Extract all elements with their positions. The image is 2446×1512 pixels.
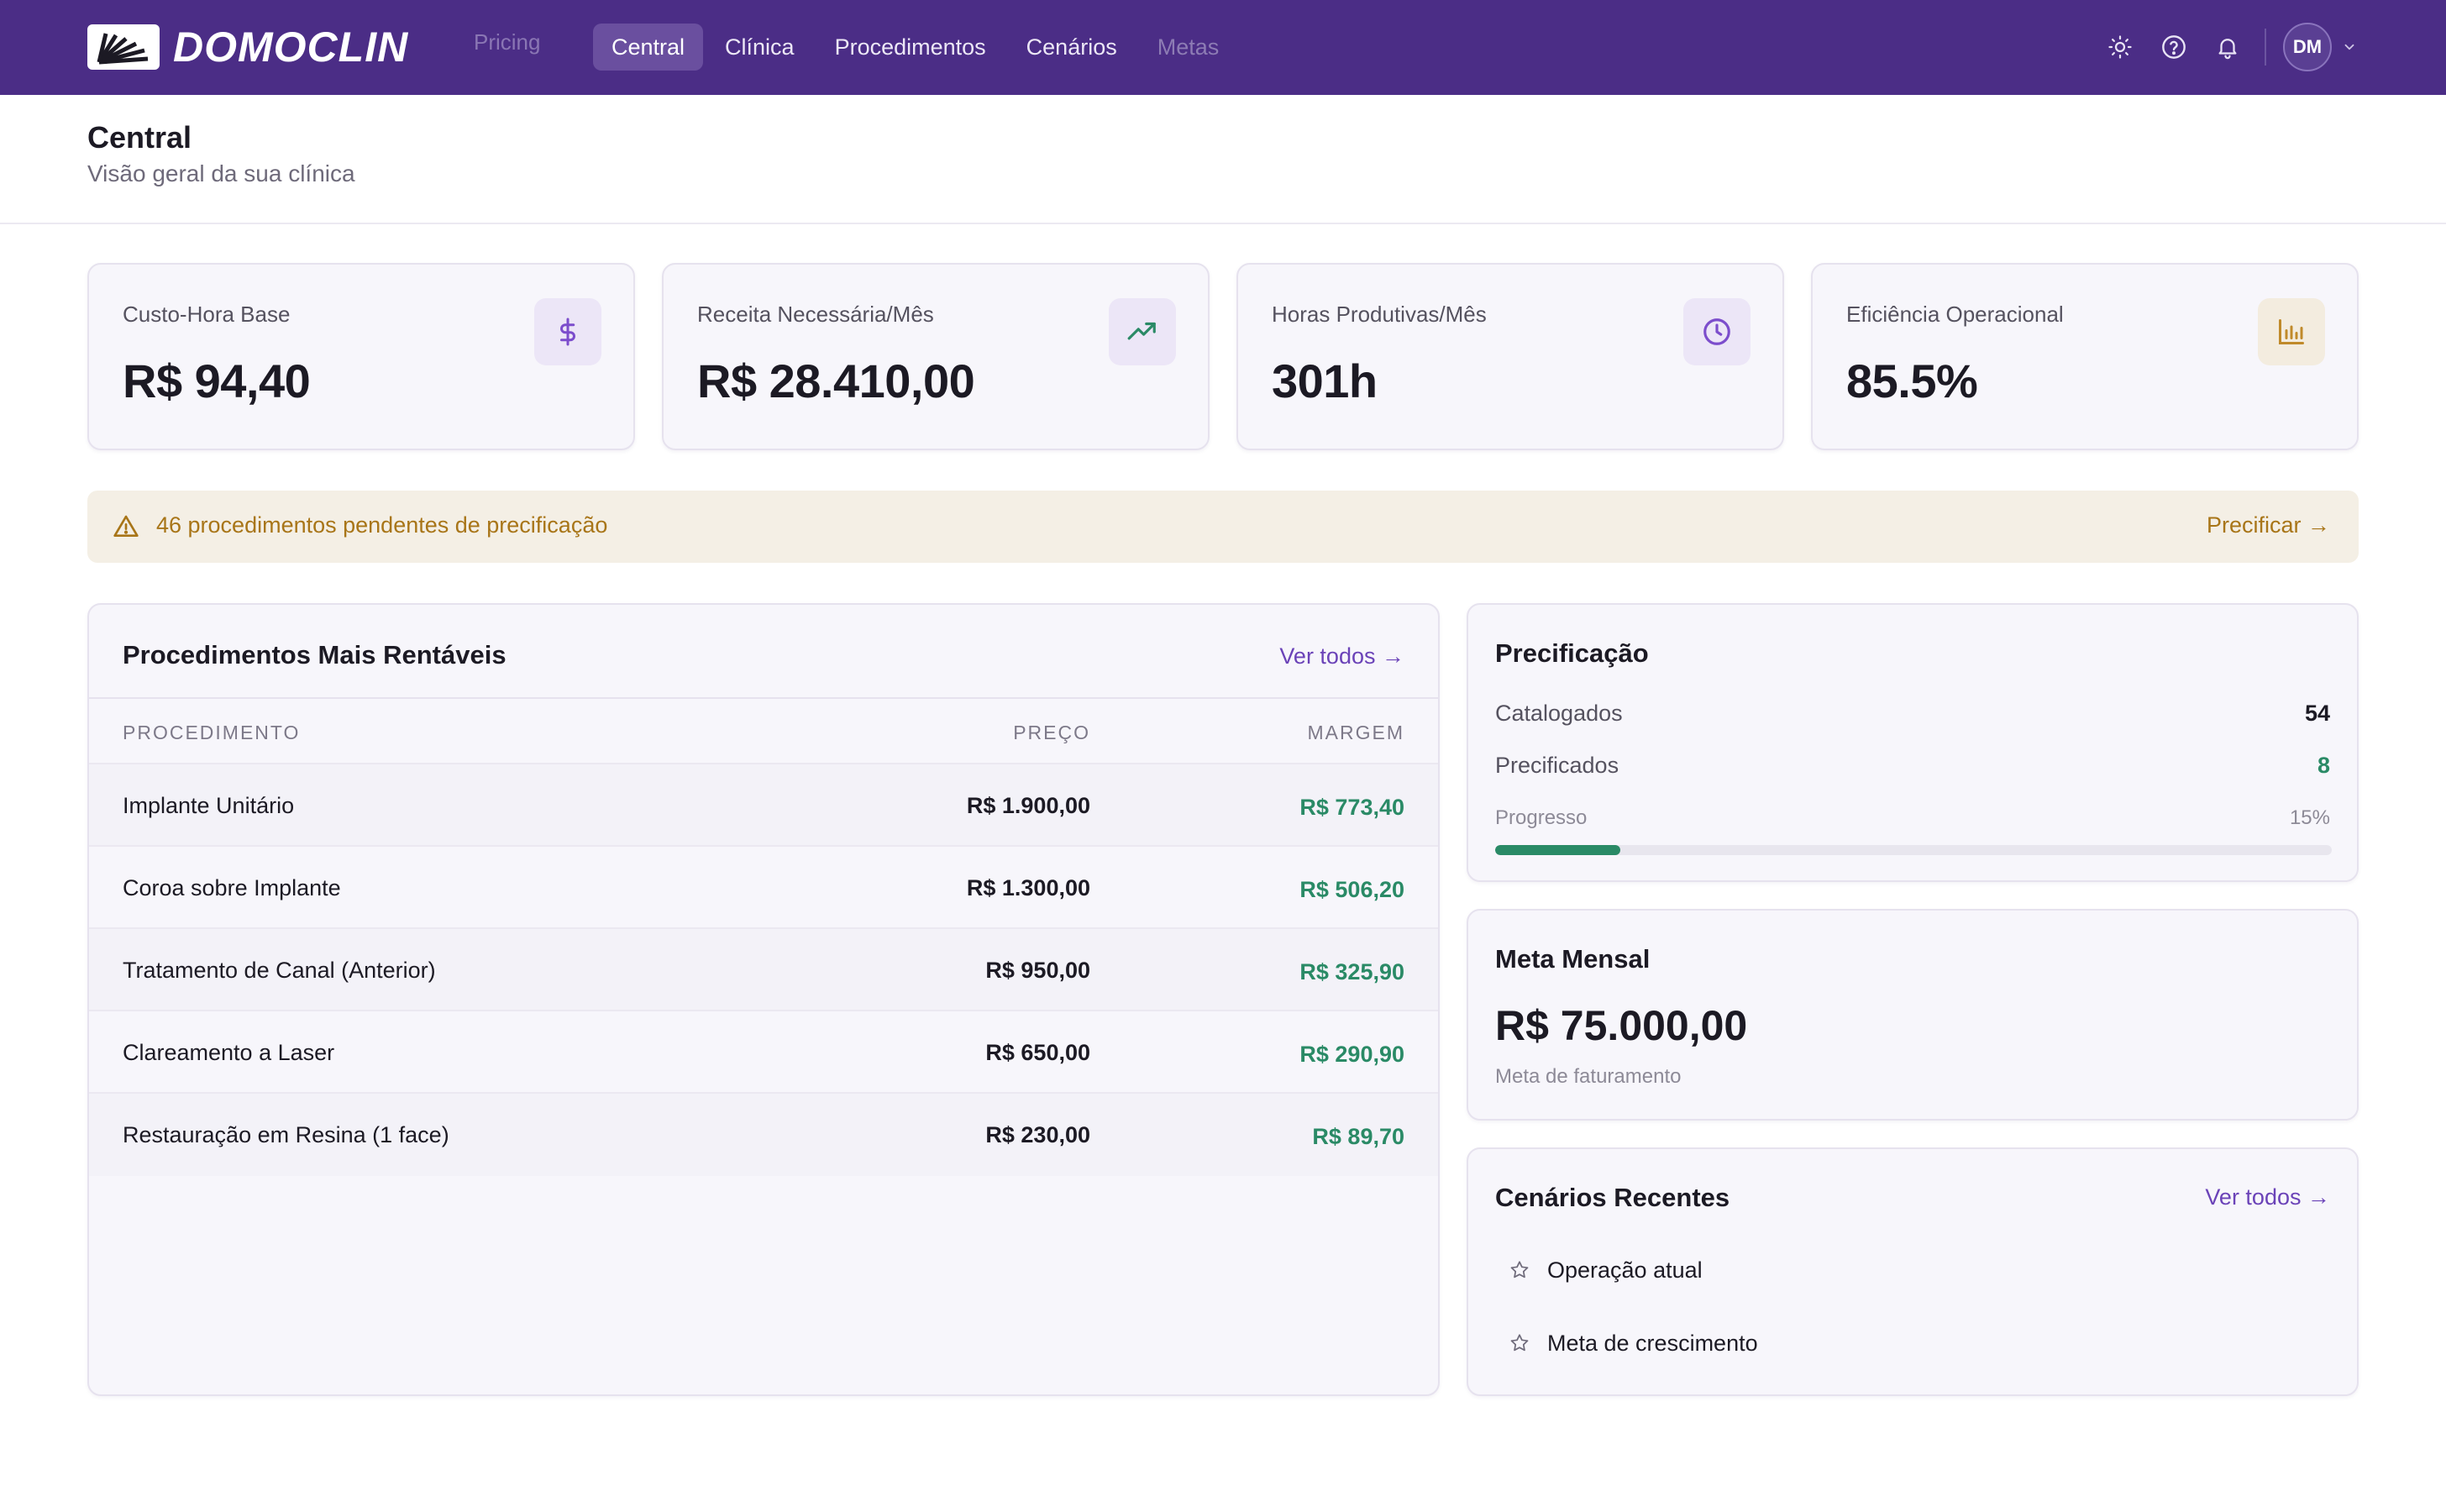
bar-chart-icon bbox=[2258, 298, 2325, 365]
procedure-name: Coroa sobre Implante bbox=[123, 875, 341, 901]
view-all-scenarios-link[interactable]: Ver todos → bbox=[2205, 1184, 2330, 1210]
stat-card-receita: Receita Necessária/Mês R$ 28.410,00 bbox=[662, 263, 1210, 450]
goal-subtitle: Meta de faturamento bbox=[1495, 1065, 1681, 1089]
stat-card-eficiencia: Eficiência Operacional 85.5% bbox=[1811, 263, 2359, 450]
table-row[interactable]: Clareamento a Laser R$ 650,00 R$ 290,90 bbox=[89, 1011, 1438, 1094]
procedure-price: R$ 950,00 bbox=[985, 958, 1090, 984]
recent-scenarios-card: Cenários Recentes Ver todos → Operação a… bbox=[1467, 1147, 2359, 1396]
procedure-price: R$ 1.900,00 bbox=[967, 793, 1090, 819]
product-name: Pricing bbox=[474, 29, 540, 55]
scenario-item[interactable]: Meta de crescimento bbox=[1507, 1326, 1758, 1360]
view-all-procedures-link[interactable]: Ver todos → bbox=[1279, 643, 1404, 669]
page-subtitle: Visão geral da sua clínica bbox=[87, 160, 355, 187]
warning-icon bbox=[113, 513, 139, 540]
priced-label: Precificados bbox=[1495, 753, 1619, 779]
stat-label: Horas Produtivas/Mês bbox=[1272, 302, 1487, 328]
nav-tab-metas[interactable]: Metas bbox=[1139, 24, 1238, 71]
progress-bar-fill bbox=[1495, 845, 1620, 855]
nav-tab-procedimentos[interactable]: Procedimentos bbox=[816, 24, 1005, 71]
procedure-margin: R$ 506,20 bbox=[1299, 877, 1404, 903]
trending-up-icon bbox=[1109, 298, 1176, 365]
table-header: PROCEDIMENTO PREÇO MARGEM bbox=[89, 697, 1438, 764]
card-title: Cenários Recentes bbox=[1495, 1183, 1730, 1213]
procedure-margin: R$ 290,90 bbox=[1299, 1042, 1404, 1068]
procedure-price: R$ 230,00 bbox=[985, 1122, 1090, 1148]
stat-label: Custo-Hora Base bbox=[123, 302, 290, 328]
app-name: DOMOCLIN bbox=[173, 24, 408, 71]
procedure-name: Tratamento de Canal (Anterior) bbox=[123, 958, 436, 984]
scenario-item[interactable]: Operação atual bbox=[1507, 1253, 1703, 1287]
page-title: Central bbox=[87, 120, 192, 155]
card-title: Procedimentos Mais Rentáveis bbox=[123, 640, 507, 670]
monthly-goal-card: Meta Mensal R$ 75.000,00 Meta de faturam… bbox=[1467, 909, 2359, 1121]
table-row[interactable]: Coroa sobre Implante R$ 1.300,00 R$ 506,… bbox=[89, 847, 1438, 929]
stat-label: Eficiência Operacional bbox=[1846, 302, 2064, 328]
goal-value: R$ 75.000,00 bbox=[1495, 1001, 1747, 1050]
app-logo[interactable]: DOMOCLIN bbox=[87, 24, 408, 71]
stat-value: 85.5% bbox=[1846, 354, 1977, 408]
table-row[interactable]: Tratamento de Canal (Anterior) R$ 950,00… bbox=[89, 929, 1438, 1011]
stat-card-horas: Horas Produtivas/Mês 301h bbox=[1236, 263, 1784, 450]
stat-value: R$ 28.410,00 bbox=[697, 354, 974, 408]
top-actions: DM bbox=[2085, 24, 2359, 71]
card-title: Meta Mensal bbox=[1495, 944, 1650, 974]
procedure-name: Clareamento a Laser bbox=[123, 1040, 334, 1066]
bell-icon[interactable] bbox=[2209, 29, 2246, 66]
stat-label: Receita Necessária/Mês bbox=[697, 302, 934, 328]
nav-tab-central[interactable]: Central bbox=[593, 24, 703, 71]
procedure-name: Implante Unitário bbox=[123, 793, 294, 819]
table-row[interactable]: Restauração em Resina (1 face) R$ 230,00… bbox=[89, 1094, 1438, 1176]
chevron-down-icon[interactable] bbox=[2340, 38, 2359, 56]
procedure-name: Restauração em Resina (1 face) bbox=[123, 1122, 449, 1148]
top-procedures-card: Procedimentos Mais Rentáveis Ver todos →… bbox=[87, 603, 1440, 1396]
priced-value: 8 bbox=[2317, 753, 2330, 779]
pending-pricing-alert: 46 procedimentos pendentes de precificaç… bbox=[87, 491, 2359, 563]
main-nav: Central Clínica Procedimentos Cenários M… bbox=[593, 24, 1241, 71]
column-header-margem: MARGEM bbox=[1308, 722, 1405, 744]
column-header-procedimento: PROCEDIMENTO bbox=[123, 722, 300, 744]
top-navigation-bar: DOMOCLIN Pricing Central Clínica Procedi… bbox=[0, 0, 2446, 95]
nav-tab-cenarios[interactable]: Cenários bbox=[1008, 24, 1136, 71]
procedure-price: R$ 1.300,00 bbox=[967, 875, 1090, 901]
card-title: Precificação bbox=[1495, 638, 1649, 669]
clock-icon bbox=[1683, 298, 1751, 365]
procedure-margin: R$ 325,90 bbox=[1299, 959, 1404, 985]
procedure-margin: R$ 773,40 bbox=[1299, 795, 1404, 821]
column-header-preco: PREÇO bbox=[1013, 722, 1090, 744]
scenario-name: Meta de crescimento bbox=[1547, 1331, 1758, 1357]
user-avatar[interactable]: DM bbox=[2283, 23, 2332, 71]
stat-card-custo-hora: Custo-Hora Base R$ 94,40 bbox=[87, 263, 635, 450]
alert-message: 46 procedimentos pendentes de precificaç… bbox=[156, 512, 607, 538]
procedure-price: R$ 650,00 bbox=[985, 1040, 1090, 1066]
logo-mark-icon bbox=[87, 24, 160, 70]
progress-bar bbox=[1495, 845, 2332, 855]
stat-value: 301h bbox=[1272, 354, 1378, 408]
catalogued-value: 54 bbox=[2305, 701, 2330, 727]
help-circle-icon[interactable] bbox=[2155, 29, 2192, 66]
catalogued-label: Catalogados bbox=[1495, 701, 1623, 727]
star-icon[interactable] bbox=[1507, 1257, 1532, 1283]
nav-tab-clinica[interactable]: Clínica bbox=[706, 24, 813, 71]
precificar-link[interactable]: Precificar → bbox=[2207, 512, 2330, 538]
page-header: Central Visão geral da sua clínica bbox=[0, 95, 2446, 224]
table-row[interactable]: Implante Unitário R$ 1.900,00 R$ 773,40 bbox=[89, 764, 1438, 847]
progress-percent: 15% bbox=[2290, 806, 2330, 830]
dollar-icon bbox=[534, 298, 601, 365]
scenario-name: Operação atual bbox=[1547, 1257, 1703, 1284]
stat-value: R$ 94,40 bbox=[123, 354, 310, 408]
divider bbox=[2265, 29, 2266, 66]
progress-label: Progresso bbox=[1495, 806, 1587, 830]
sun-icon[interactable] bbox=[2102, 29, 2139, 66]
star-icon[interactable] bbox=[1507, 1331, 1532, 1356]
procedure-margin: R$ 89,70 bbox=[1312, 1124, 1404, 1150]
pricing-status-card: Precificação Catalogados 54 Precificados… bbox=[1467, 603, 2359, 882]
